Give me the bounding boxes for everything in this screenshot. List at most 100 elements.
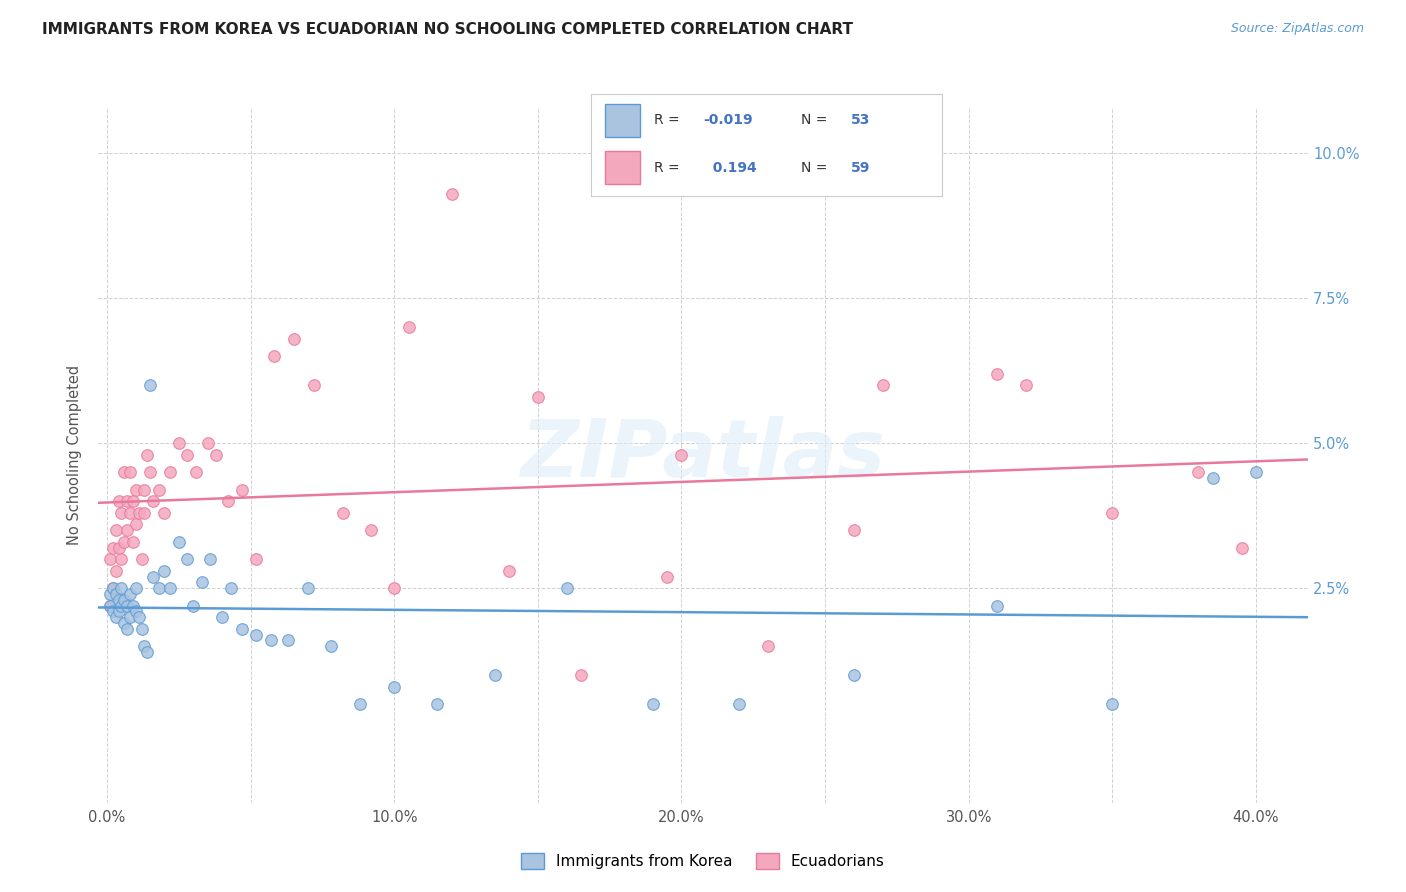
Point [125,483,148,497]
Point [128,506,150,520]
Point [217,494,239,508]
Point [197,436,219,450]
Point [167,436,190,450]
Point [115,622,138,636]
Point [184,466,207,480]
Point [101,605,124,619]
Point [159,466,181,480]
Point [98,599,121,613]
Point [260,633,283,648]
Point [1101,698,1123,712]
Point [104,564,127,578]
Point [191,575,214,590]
Point [671,448,693,462]
Point [527,390,550,404]
Point [131,622,153,636]
Point [986,367,1008,381]
Point [398,320,420,334]
Bar [605,151,640,184]
Point [112,615,135,630]
Point [231,483,253,497]
Point [176,448,198,462]
Point [728,698,751,712]
Point [440,187,463,202]
Point [112,466,135,480]
Text: 59: 59 [851,161,870,175]
Point [205,448,228,462]
Point [283,332,305,346]
Point [107,605,129,619]
Point [498,564,520,578]
Point [349,698,371,712]
Point [134,483,156,497]
Point [360,523,382,537]
Text: R =: R = [654,113,683,128]
Text: 0.194: 0.194 [703,161,756,175]
Point [136,645,159,659]
Point [139,378,162,392]
Point [655,570,678,584]
Point [219,582,242,596]
Point [110,552,132,566]
Point [842,523,865,537]
Point [231,622,253,636]
Point [98,599,121,613]
Text: N =: N = [801,161,832,175]
Point [484,668,506,682]
Point [118,610,141,624]
Point [136,448,159,462]
Point [122,599,145,613]
Point [115,523,138,537]
Point [101,541,124,555]
Point [118,466,141,480]
Point [569,668,592,682]
Point [872,378,894,392]
Point [211,610,233,624]
Point [153,506,176,520]
Text: Source: ZipAtlas.com: Source: ZipAtlas.com [1230,22,1364,36]
Point [382,582,405,596]
Point [159,582,181,596]
Point [125,582,148,596]
Point [142,570,165,584]
Point [297,582,319,596]
Point [125,517,148,532]
Point [1244,466,1267,480]
Point [1202,471,1225,485]
Text: ZIPatlas: ZIPatlas [520,416,886,494]
Point [115,494,138,508]
Point [986,599,1008,613]
Point [98,587,121,601]
Point [118,587,141,601]
Text: 53: 53 [851,113,870,128]
Point [181,599,204,613]
Point [142,494,165,508]
Point [332,506,354,520]
Point [122,534,145,549]
Point [302,378,325,392]
Point [148,582,170,596]
Point [1187,466,1209,480]
Point [245,628,267,642]
Text: -0.019: -0.019 [703,113,752,128]
Bar [605,104,640,136]
Legend: Immigrants from Korea, Ecuadorians: Immigrants from Korea, Ecuadorians [515,847,891,875]
Point [131,552,153,566]
Point [319,639,342,653]
Point [200,552,222,566]
Point [112,534,135,549]
Point [107,494,129,508]
Point [842,668,865,682]
Point [1101,506,1123,520]
Point [118,506,141,520]
Point [153,564,176,578]
Point [104,587,127,601]
Point [101,582,124,596]
Y-axis label: No Schooling Completed: No Schooling Completed [67,365,83,545]
Point [176,552,198,566]
Point [128,610,150,624]
Text: N =: N = [801,113,832,128]
Point [277,633,299,648]
Point [104,523,127,537]
Point [382,680,405,694]
